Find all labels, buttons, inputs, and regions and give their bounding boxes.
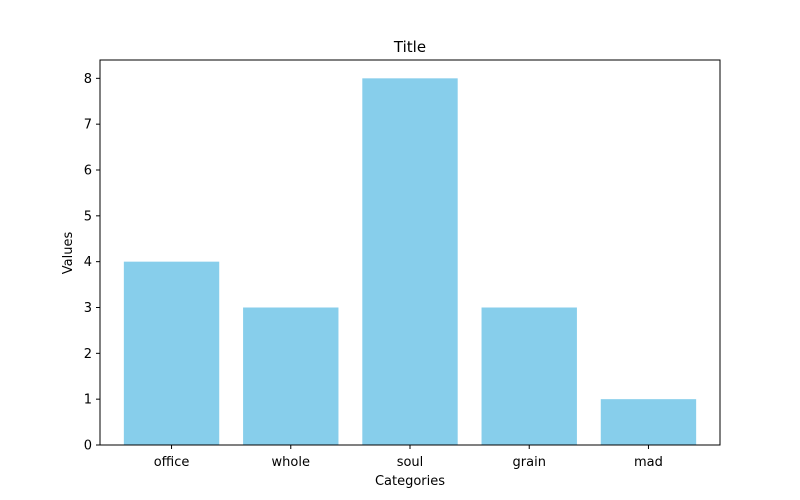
x-tick-label: office — [154, 455, 190, 470]
y-axis-ticks: 0 1 2 3 4 5 6 7 8 — [84, 72, 100, 454]
x-tick-label: mad — [634, 455, 663, 470]
y-tick-label: 8 — [84, 72, 92, 87]
y-tick-label: 5 — [84, 209, 92, 224]
y-tick-label: 0 — [84, 439, 92, 454]
x-tick-label: soul — [397, 455, 424, 470]
bar-soul — [362, 78, 458, 445]
bar-mad — [600, 399, 697, 445]
x-tick-label: grain — [513, 455, 546, 470]
x-axis-ticks: office whole soul grain mad — [154, 445, 663, 470]
plot-frame — [99, 59, 721, 446]
bar-whole — [243, 307, 339, 445]
y-tick-label: 6 — [84, 164, 92, 179]
y-tick-label: 1 — [84, 393, 92, 408]
bars-group — [123, 78, 697, 445]
x-axis-label: Categories — [375, 474, 445, 489]
x-tick-label: whole — [272, 455, 310, 470]
bar-grain — [481, 307, 577, 445]
y-tick-label: 4 — [84, 255, 92, 270]
y-tick-label: 3 — [84, 301, 92, 316]
bar-office — [123, 261, 220, 445]
y-tick-label: 7 — [84, 118, 92, 133]
y-axis-label: Values — [61, 232, 76, 275]
chart-title: Title — [393, 38, 426, 56]
y-tick-label: 2 — [84, 347, 92, 362]
